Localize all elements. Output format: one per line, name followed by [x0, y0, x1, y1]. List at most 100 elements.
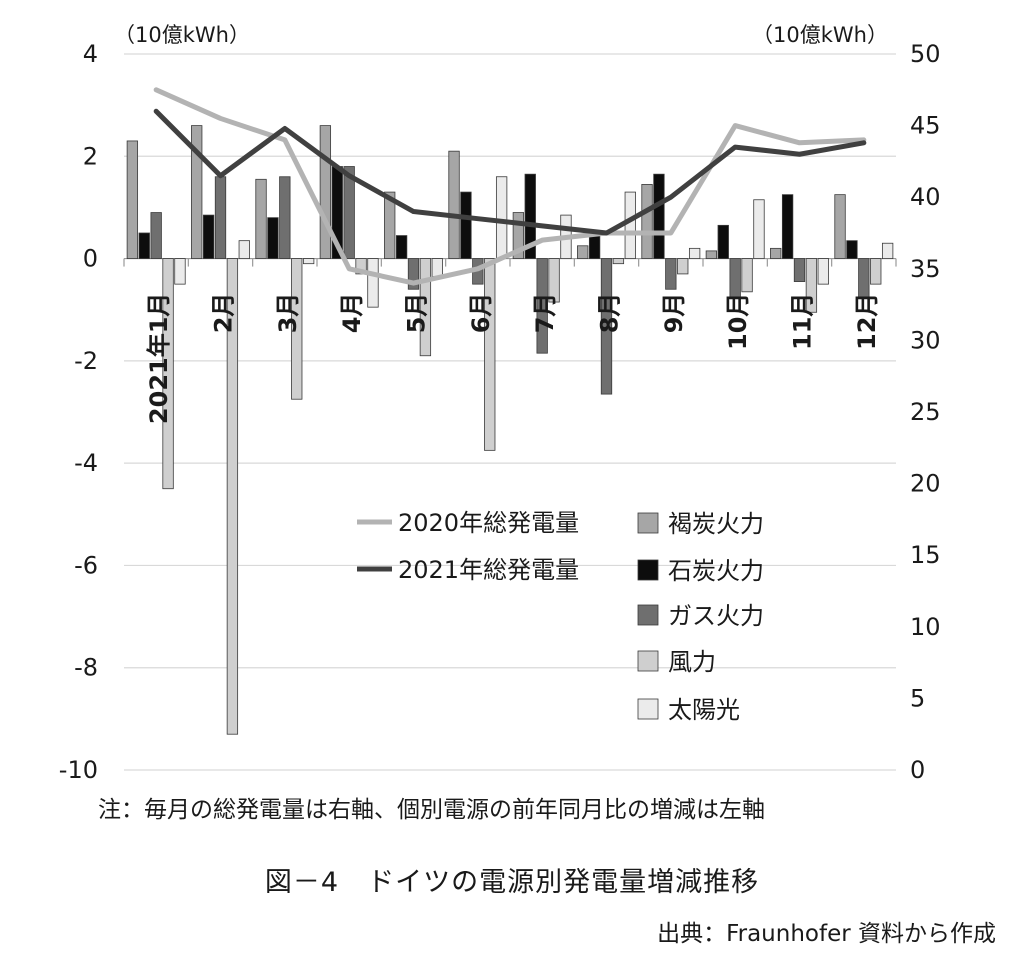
category-label-1: 2月 — [210, 293, 238, 334]
legend-bar-swatch-2 — [637, 604, 659, 626]
bar-1-0 — [138, 232, 150, 259]
category-label-0: 2021年1月 — [145, 293, 173, 425]
bar-2-6 — [536, 258, 548, 354]
category-label-11: 12月 — [853, 293, 881, 350]
bar-4-1 — [238, 240, 250, 259]
right-tick-label: 30 — [910, 326, 941, 354]
right-tick-label: 25 — [910, 398, 941, 426]
gridlines — [123, 53, 897, 771]
bar-0-8 — [641, 184, 653, 259]
left-tick-label: 2 — [83, 142, 98, 170]
bar-1-9 — [717, 224, 729, 259]
bar-4-0 — [174, 258, 186, 285]
bar-0-1 — [191, 125, 203, 259]
bar-0-11 — [834, 194, 846, 259]
legend-bar-label-3: 風力 — [668, 648, 716, 676]
right-tick-label: 35 — [910, 255, 941, 283]
bar-4-5 — [495, 176, 508, 259]
category-label-7: 8月 — [596, 293, 624, 334]
bar-4-3 — [367, 258, 379, 308]
bar-1-11 — [846, 240, 858, 259]
chart-note: 注：毎月の総発電量は右軸、個別電源の前年同月比の増減は左軸 — [98, 797, 765, 823]
bar-2-1 — [214, 176, 227, 259]
bar-0-5 — [448, 150, 460, 259]
left-tick-label: 0 — [83, 245, 98, 273]
bar-1-1 — [202, 214, 215, 259]
bar-2-7 — [600, 258, 613, 395]
bar-2-9 — [729, 258, 741, 298]
bar-0-10 — [770, 247, 782, 259]
bar-3-1 — [226, 258, 239, 735]
bar-3-0 — [162, 258, 174, 490]
bar-0-0 — [126, 140, 139, 259]
power-generation-chart: （10億kWh） （10億kWh） 420-2-4-6-8-10 5045403… — [59, 23, 941, 784]
legend-line-label-0: 2020年総発電量 — [398, 509, 579, 537]
bar-1-2 — [267, 217, 279, 259]
left-tick-label: -4 — [74, 449, 98, 477]
bar-2-0 — [150, 212, 162, 259]
left-axis-ticks: 4 2 0 -2 -4 -6 -8 -10 — [59, 40, 98, 784]
bar-4-11 — [881, 242, 894, 259]
bar-4-8 — [688, 247, 701, 259]
bar-1-6 — [524, 173, 536, 259]
bar-3-10 — [805, 258, 818, 313]
legend-bar-swatch-0 — [637, 512, 659, 534]
left-tick-label: -8 — [74, 654, 98, 682]
bar-0-4 — [384, 191, 396, 259]
category-label-8: 9月 — [660, 293, 688, 334]
bar-2-11 — [858, 258, 870, 298]
category-label-4: 5月 — [403, 293, 431, 334]
left-tick-label: -10 — [59, 756, 98, 784]
bar-3-7 — [612, 258, 625, 265]
category-label-5: 6月 — [467, 293, 495, 334]
right-tick-label: 5 — [910, 684, 925, 712]
bar-2-2 — [279, 176, 291, 259]
right-tick-label: 45 — [910, 112, 941, 140]
bar-3-11 — [870, 258, 882, 285]
bar-4-7 — [624, 191, 636, 259]
bar-3-5 — [484, 258, 496, 451]
bar-3-9 — [741, 258, 753, 293]
legend-bar-label-4: 太陽光 — [668, 696, 740, 724]
category-label-9: 10月 — [724, 293, 752, 350]
bar-0-9 — [705, 250, 718, 259]
bar-2-10 — [793, 258, 806, 282]
right-tick-label: 10 — [910, 613, 941, 641]
category-label-2: 3月 — [274, 293, 302, 334]
bar-3-6 — [548, 258, 560, 303]
bar-3-4 — [419, 258, 432, 357]
legend-bar-swatch-4 — [637, 698, 659, 720]
bar-1-8 — [653, 173, 665, 259]
right-tick-label: 20 — [910, 470, 941, 498]
category-labels: 2021年1月 2月 3月 4月 5月 6月 7月 8月 9月 10月 11月 12月 — [145, 293, 881, 425]
bar-0-2 — [255, 178, 267, 259]
legend-bar-swatch-1 — [637, 559, 659, 581]
legend-bar-swatch-3 — [637, 650, 659, 672]
line-series — [153, 87, 867, 286]
legend-bar-label-2: ガス火力 — [668, 602, 764, 630]
left-tick-label: -6 — [74, 551, 98, 579]
line-1 — [153, 108, 867, 236]
bar-1-5 — [460, 191, 472, 259]
left-tick-label: -2 — [74, 347, 98, 375]
bar-4-9 — [753, 199, 765, 259]
bar-4-2 — [302, 258, 315, 265]
bar-2-4 — [407, 258, 420, 290]
bar-3-2 — [291, 258, 303, 400]
legend-bar-label-1: 石炭火力 — [668, 557, 764, 585]
category-label-6: 7月 — [531, 293, 559, 334]
bar-2-3 — [343, 166, 355, 259]
bar-3-8 — [677, 258, 689, 275]
bar-0-3 — [319, 125, 332, 259]
right-tick-label: 50 — [910, 40, 941, 68]
bar-1-4 — [395, 235, 408, 259]
left-tick-label: 4 — [83, 40, 98, 68]
bar-1-7 — [588, 235, 601, 259]
right-axis-unit: （10億kWh） — [752, 23, 888, 47]
right-tick-label: 40 — [910, 183, 941, 211]
category-label-10: 11月 — [789, 293, 817, 350]
bar-0-7 — [577, 245, 589, 259]
right-tick-label: 15 — [910, 541, 941, 569]
